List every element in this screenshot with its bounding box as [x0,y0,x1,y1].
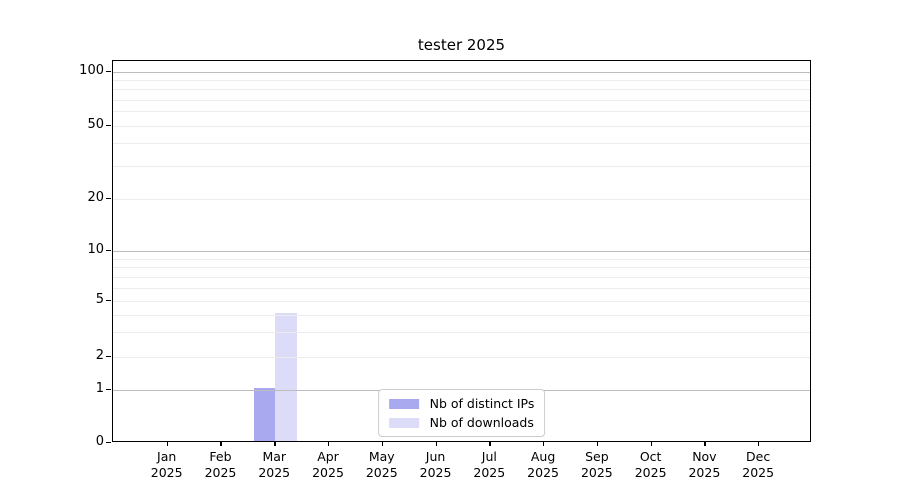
y-tick-mark [106,356,111,358]
x-tick-label-month: Oct [639,449,662,464]
x-tick-label: Sep 2025 [567,449,627,480]
x-tick-label-month: Sep [585,449,609,464]
x-tick-label-month: Aug [530,449,556,464]
y-tick-mark [106,389,111,391]
x-tick-mark [704,442,706,446]
y-tick-label: 0 [95,434,104,449]
minor-gridline [113,111,810,113]
x-tick-label-month: Jun [425,449,446,464]
x-tick-mark [596,442,599,446]
minor-gridline [113,314,810,316]
x-tick-label-year: 2025 [365,464,398,480]
x-tick-label-month: Feb [209,449,232,464]
minor-gridline [113,357,810,358]
bar-nb-of-downloads [275,312,297,441]
y-tick-label: 5 [95,292,104,307]
x-tick-label-year: 2025 [150,464,183,480]
x-tick-mark [328,442,330,446]
x-tick-label-year: 2025 [312,464,344,480]
minor-gridline [113,143,810,145]
x-tick-label-month: Mar [262,449,287,464]
major-gridline [113,251,810,252]
minor-gridline [113,332,810,334]
minor-gridline [113,287,810,289]
y-tick-label: 1 [95,381,104,396]
x-tick-label: Aug 2025 [513,449,573,480]
x-tick-label-year: 2025 [419,464,452,480]
x-tick-label-month: Nov [692,449,717,464]
minor-gridline [113,276,810,278]
x-tick-label: Jun 2025 [406,449,466,480]
x-tick-label: May 2025 [352,449,412,480]
y-tick-mark [106,442,111,444]
legend-swatch [388,398,419,409]
minor-gridline [113,89,810,91]
chart-title: tester 2025 [417,36,506,54]
y-tick-label: 20 [87,190,104,205]
y-tick-mark [106,71,111,73]
x-tick-label-month: Apr [317,449,339,464]
x-tick-mark [758,442,760,446]
x-tick-label-year: 2025 [204,464,237,480]
x-tick-label-year: 2025 [634,464,667,480]
legend-item: Nb of downloads [388,415,535,430]
x-tick-label: Mar 2025 [244,449,304,480]
x-tick-label-year: 2025 [527,464,559,480]
x-tick-label-month: May [368,449,395,464]
y-tick-mark [106,198,111,200]
x-tick-label-month: Jan [157,449,177,464]
x-tick-label: Nov 2025 [674,449,734,480]
minor-gridline [113,267,810,269]
x-tick-label: Dec 2025 [728,449,788,480]
legend-label: Nb of downloads [429,415,534,430]
bar-nb-of-distinct-ips [253,388,276,441]
legend-item: Nb of distinct IPs [388,396,535,411]
x-tick-label-year: 2025 [742,464,775,480]
x-tick-mark [435,442,437,446]
y-tick-mark [106,124,111,126]
x-tick-label: Feb 2025 [190,449,250,480]
x-tick-mark [543,442,545,446]
major-gridline [113,72,810,73]
y-tick-mark [106,250,111,252]
x-tick-mark [166,442,168,446]
minor-gridline [113,80,810,82]
minor-gridline [113,99,810,101]
x-tick-label-year: 2025 [473,464,506,480]
x-tick-mark [381,442,384,446]
x-tick-label: Jan 2025 [137,449,197,480]
legend-swatch [388,417,419,428]
y-tick-label: 50 [87,116,104,132]
x-tick-label: Jul 2025 [459,449,519,480]
legend-label: Nb of distinct IPs [429,396,535,411]
plot-area: Nb of distinct IPs Nb of downloads [112,60,811,442]
x-tick-label-year: 2025 [580,464,613,480]
x-tick-mark [489,442,491,446]
y-tick-label: 10 [87,242,104,257]
x-tick-mark [650,442,652,446]
x-tick-label-year: 2025 [258,464,291,480]
x-tick-label-month: Dec [746,449,771,464]
x-tick-mark [220,442,222,446]
minor-gridline [113,166,810,168]
y-tick-label: 100 [79,63,104,78]
minor-gridline [113,125,810,127]
y-tick-mark [106,300,111,302]
x-tick-label-year: 2025 [688,464,721,480]
minor-gridline [113,301,810,302]
x-tick-mark [274,442,276,446]
x-tick-label: Oct 2025 [621,449,681,480]
y-tick-label: 2 [95,348,104,363]
minor-gridline [113,199,810,200]
x-tick-label: Apr 2025 [298,449,358,480]
legend: Nb of distinct IPs Nb of downloads [377,389,546,437]
minor-gridline [113,258,810,260]
x-tick-label-month: Jul [481,449,497,464]
